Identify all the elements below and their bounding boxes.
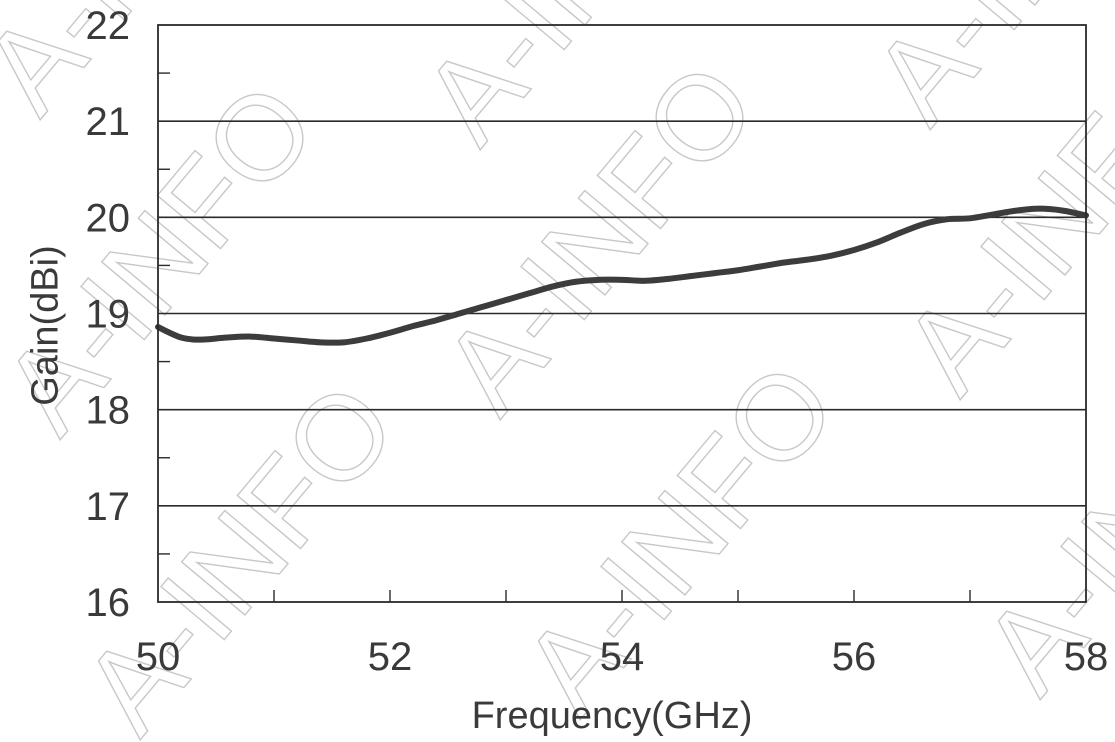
plot-border [157,24,1087,603]
x-tick-labels: 50 52 54 56 58 [136,635,1109,679]
x-tick-label: 54 [600,635,645,679]
x-tick-label: 50 [136,635,181,679]
x-tick-label: 56 [832,635,877,679]
y-tick-label: 18 [86,389,131,433]
y-tick-label: 16 [86,581,131,625]
series-layer [155,205,1089,346]
series-line-0 [155,205,1089,346]
minor-ticks [158,72,971,602]
x-axis-title: Frequency(GHz) [472,695,753,737]
x-tick-label: 52 [368,635,413,679]
gridlines [158,120,1086,507]
y-axis-title: Gain(dBi) [24,245,66,406]
y-tick-label: 17 [86,485,131,529]
watermark-text: A-INFO [497,339,861,737]
y-tick-labels: 16 17 18 19 20 21 22 [86,4,131,625]
y-tick-label: 21 [86,100,131,144]
plot-frame [157,24,1087,603]
x-tick-label: 58 [1064,635,1109,679]
y-tick-label: 22 [86,4,131,48]
y-tick-label: 19 [86,293,131,337]
y-tick-label: 20 [86,196,131,240]
